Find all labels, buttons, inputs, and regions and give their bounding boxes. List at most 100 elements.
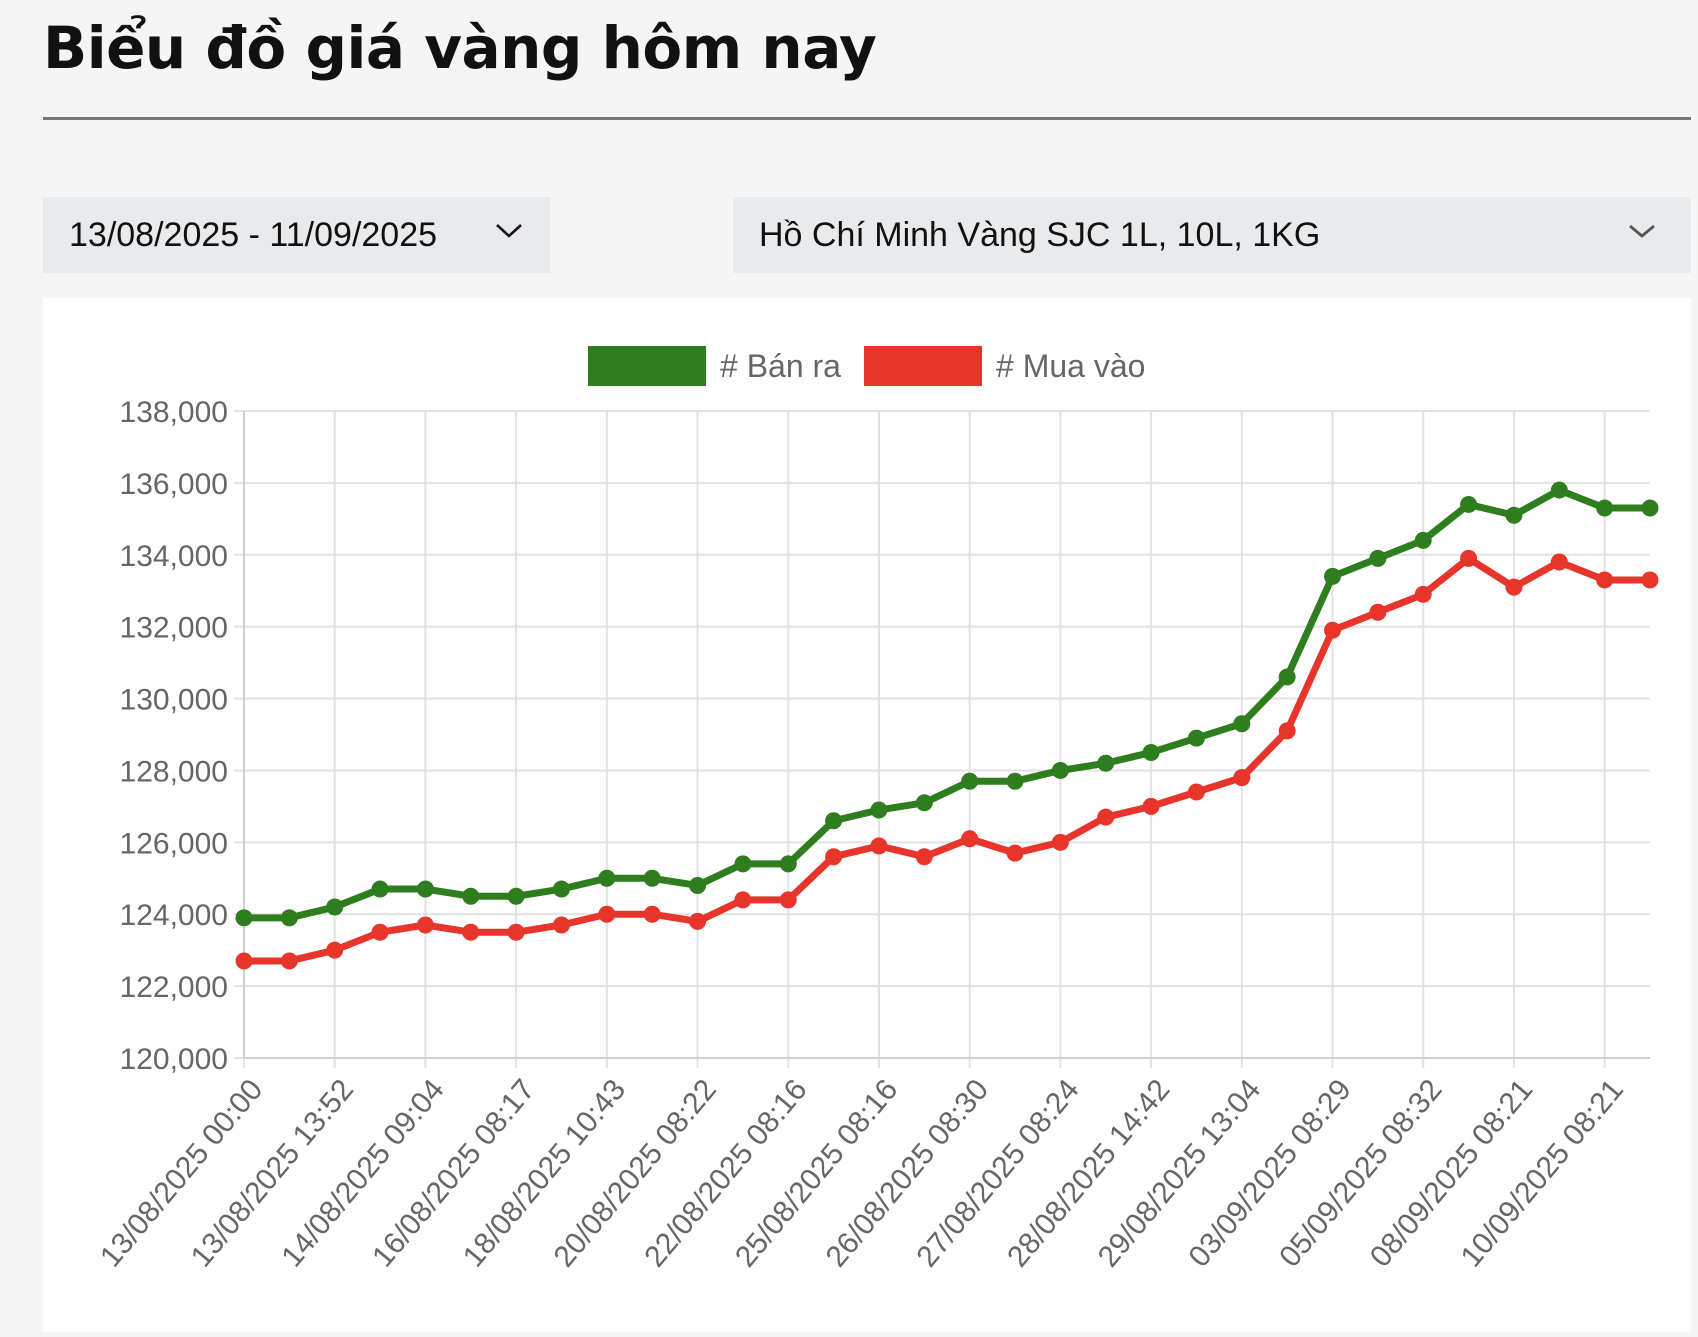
- data-point: [915, 794, 933, 812]
- data-point: [371, 923, 389, 941]
- gold-price-chart: 120,000 122,000 124,000 126,000 128,000 130,0…: [94, 346, 1659, 1273]
- data-point: [552, 916, 570, 934]
- x-tick-label: 25/08/2025 08:16: [729, 1073, 904, 1273]
- x-tick-label: 29/08/2025 13:04: [1092, 1073, 1267, 1273]
- series: [235, 481, 1659, 970]
- legend-label: # Mua vào: [996, 348, 1145, 384]
- data-point: [1596, 571, 1614, 589]
- data-point: [1051, 761, 1069, 779]
- y-tick-label: 132,000: [120, 612, 228, 645]
- data-point: [1097, 754, 1115, 772]
- data-point: [1142, 797, 1160, 815]
- data-point: [643, 869, 661, 887]
- data-point: [1641, 499, 1659, 517]
- chevron-down-icon: [496, 224, 522, 238]
- y-tick-label: 134,000: [120, 540, 228, 573]
- data-point: [870, 837, 888, 855]
- chart-panel: 120,000 122,000 124,000 126,000 128,000 130,0…: [43, 298, 1691, 1332]
- y-tick-label: 120,000: [120, 1043, 228, 1076]
- y-axis: 120,000 122,000 124,000 126,000 128,000 130,0…: [120, 396, 228, 1076]
- legend-swatch: [588, 346, 706, 386]
- data-point: [326, 898, 344, 916]
- data-point: [235, 909, 253, 927]
- legend-swatch: [864, 346, 982, 386]
- x-tick-label: 14/08/2025 09:04: [275, 1073, 450, 1273]
- data-point: [1460, 549, 1478, 567]
- location-product-select[interactable]: Hồ Chí Minh Vàng SJC 1L, 10L, 1KG: [733, 197, 1691, 273]
- series-ban-ra: [235, 481, 1659, 927]
- data-point: [961, 772, 979, 790]
- data-point: [779, 855, 797, 873]
- data-point: [961, 830, 979, 848]
- data-point: [1414, 531, 1432, 549]
- x-tick-label: 22/08/2025 08:16: [638, 1073, 813, 1273]
- data-point: [1460, 495, 1478, 513]
- x-tick-label: 05/09/2025 08:32: [1273, 1073, 1448, 1273]
- data-point: [734, 891, 752, 909]
- x-tick-label: 18/08/2025 10:43: [457, 1073, 632, 1273]
- y-tick-label: 126,000: [120, 827, 228, 860]
- data-point: [689, 912, 707, 930]
- data-point: [1369, 603, 1387, 621]
- data-point: [1006, 772, 1024, 790]
- series-line: [240, 554, 1654, 965]
- chevron-down-icon: [1629, 224, 1655, 238]
- x-tick-label: 10/09/2025 08:21: [1455, 1073, 1630, 1273]
- data-point: [1324, 621, 1342, 639]
- data-point: [1550, 553, 1568, 571]
- date-range-value: 13/08/2025 - 11/09/2025: [69, 215, 438, 254]
- x-tick-label: 13/08/2025 13:52: [185, 1073, 360, 1273]
- data-point: [280, 952, 298, 970]
- data-point: [1414, 585, 1432, 603]
- x-tick-label: 13/08/2025 00:00: [94, 1073, 269, 1273]
- data-point: [507, 887, 525, 905]
- data-point: [1278, 722, 1296, 740]
- data-point: [1505, 506, 1523, 524]
- data-point: [1142, 743, 1160, 761]
- data-point: [235, 952, 253, 970]
- data-point: [643, 905, 661, 923]
- data-point: [1097, 808, 1115, 826]
- title-divider: [43, 117, 1691, 120]
- data-point: [1550, 481, 1568, 499]
- x-tick-label: 16/08/2025 08:17: [366, 1073, 541, 1273]
- data-point: [598, 905, 616, 923]
- data-point: [416, 916, 434, 934]
- legend: # Bán ra # Mua vào: [588, 346, 1145, 386]
- x-tick-label: 20/08/2025 08:22: [548, 1073, 723, 1273]
- date-range-select[interactable]: 13/08/2025 - 11/09/2025: [43, 197, 550, 273]
- data-point: [915, 848, 933, 866]
- data-point: [1006, 844, 1024, 862]
- y-tick-label: 122,000: [120, 971, 228, 1004]
- data-point: [280, 909, 298, 927]
- x-tick-label: 03/09/2025 08:29: [1182, 1073, 1357, 1273]
- data-point: [689, 876, 707, 894]
- data-point: [1051, 833, 1069, 851]
- series-mua-vao: [235, 549, 1659, 970]
- data-point: [1278, 668, 1296, 686]
- data-point: [371, 880, 389, 898]
- data-point: [870, 801, 888, 819]
- y-tick-label: 128,000: [120, 755, 228, 788]
- data-point: [1369, 549, 1387, 567]
- data-point: [552, 880, 570, 898]
- data-point: [507, 923, 525, 941]
- x-tick-label: 26/08/2025 08:30: [820, 1073, 995, 1273]
- y-tick-label: 130,000: [120, 684, 228, 717]
- x-tick-label: 08/09/2025 08:21: [1364, 1073, 1539, 1273]
- legend-label: # Bán ra: [720, 348, 841, 384]
- data-point: [1505, 578, 1523, 596]
- y-tick-label: 124,000: [120, 899, 228, 932]
- grid: [234, 410, 1650, 1068]
- x-tick-label: 27/08/2025 08:24: [910, 1073, 1085, 1273]
- page-title: Biểu đồ giá vàng hôm nay: [43, 14, 877, 82]
- data-point: [1187, 783, 1205, 801]
- data-point: [825, 812, 843, 830]
- y-tick-label: 136,000: [120, 468, 228, 501]
- data-point: [326, 941, 344, 959]
- data-point: [598, 869, 616, 887]
- x-tick-label: 28/08/2025 14:42: [1001, 1073, 1176, 1273]
- data-point: [416, 880, 434, 898]
- data-point: [1324, 567, 1342, 585]
